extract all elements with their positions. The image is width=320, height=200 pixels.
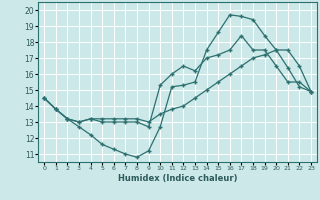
X-axis label: Humidex (Indice chaleur): Humidex (Indice chaleur)	[118, 174, 237, 183]
